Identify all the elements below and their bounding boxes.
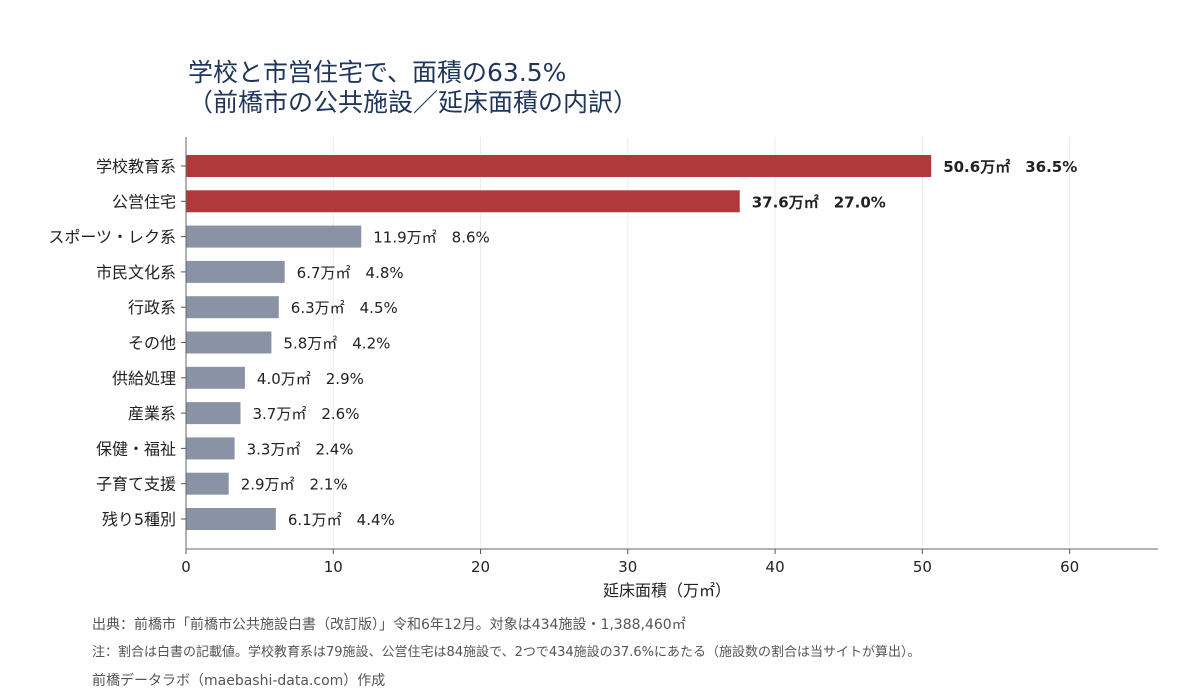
category-label: 学校教育系 — [96, 157, 176, 176]
bar — [186, 190, 740, 213]
credit-note: 前橋データラボ（maebashi-data.com）作成 — [92, 673, 386, 689]
axes: 0 10 20 30 40 50 60 — [181, 137, 1158, 576]
data-label: 4.0万㎡ 2.9% — [257, 370, 364, 388]
category-labels: 学校教育系公営住宅スポーツ・レク系市民文化系行政系その他供給処理産業系保健・福祉… — [48, 157, 176, 529]
x-tick-label: 50 — [913, 558, 932, 576]
bar — [186, 225, 362, 248]
footnotes: 出典：前橋市「前橋市公共施設白書（改訂版）」令和6年12月。対象は434施設・1… — [92, 614, 920, 698]
source-note: 出典：前橋市「前橋市公共施設白書（改訂版）」令和6年12月。対象は434施設・1… — [92, 617, 686, 633]
category-label: 子育て支援 — [96, 475, 176, 494]
category-label: 公営住宅 — [112, 192, 176, 211]
category-label: 産業系 — [128, 404, 176, 423]
bar — [186, 260, 285, 283]
data-label: 5.8万㎡ 4.2% — [283, 335, 390, 353]
bar — [186, 508, 276, 530]
data-label: 50.6万㎡ 36.5% — [943, 158, 1077, 176]
x-tick-label: 0 — [181, 558, 191, 576]
category-label: 残り5種別 — [102, 510, 176, 529]
x-tick-label: 10 — [324, 558, 343, 576]
x-tick-label: 20 — [471, 558, 490, 576]
category-label: その他 — [128, 334, 176, 353]
chart-title-line2: （前橋市の公共施設／延床面積の内訳） — [188, 88, 639, 117]
bar — [186, 472, 229, 495]
bar — [186, 331, 272, 354]
data-label: 6.3万㎡ 4.5% — [291, 299, 398, 317]
data-label: 6.1万㎡ 4.4% — [288, 511, 395, 529]
x-tick-label: 30 — [618, 558, 637, 576]
category-label: 行政系 — [128, 298, 176, 317]
x-tick-label: 60 — [1060, 558, 1079, 576]
data-label: 11.9万㎡ 8.6% — [373, 229, 490, 247]
chart-title: 学校と市営住宅で、面積の63.5% （前橋市の公共施設／延床面積の内訳） — [188, 58, 638, 118]
bar — [186, 366, 245, 389]
data-label: 2.9万㎡ 2.1% — [241, 476, 348, 494]
x-tick-label: 40 — [766, 558, 785, 576]
bar — [186, 296, 279, 319]
data-label: 3.7万㎡ 2.6% — [252, 405, 359, 423]
bar-chart: 50.6万㎡ 36.5% 37.6万㎡ 27.0% 11.9万㎡ 8.6% 6.7万㎡… — [48, 137, 1158, 600]
chart-title-line1: 学校と市営住宅で、面積の63.5% — [188, 58, 567, 87]
bar — [186, 155, 932, 177]
data-labels: 50.6万㎡ 36.5% 37.6万㎡ 27.0% 11.9万㎡ 8.6% 6.7万㎡… — [241, 158, 1078, 529]
data-label: 37.6万㎡ 27.0% — [752, 193, 886, 211]
data-label: 3.3万㎡ 2.4% — [247, 440, 354, 458]
category-label: 供給処理 — [112, 369, 176, 388]
bar — [186, 437, 235, 460]
x-axis-label: 延床面積（万㎡） — [603, 581, 731, 600]
bar — [186, 402, 241, 425]
category-label: 保健・福祉 — [96, 439, 176, 458]
bars — [186, 155, 932, 530]
ratio-note: 注：割合は白書の記載値。学校教育系は79施設、公営住宅は84施設で、2つで434… — [92, 645, 921, 660]
category-label: 市民文化系 — [96, 263, 176, 282]
category-label: スポーツ・レク系 — [48, 228, 176, 247]
data-label: 6.7万㎡ 4.8% — [297, 264, 404, 282]
